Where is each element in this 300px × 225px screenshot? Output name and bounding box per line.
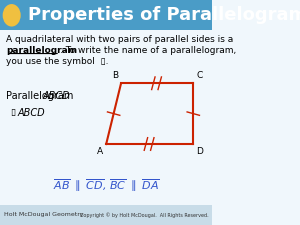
Text: ABCD: ABCD [17,108,45,117]
Text: C: C [196,71,203,80]
FancyBboxPatch shape [0,0,212,30]
Text: you use the symbol  ▯.: you use the symbol ▯. [6,57,109,66]
Text: D: D [196,147,203,156]
Text: A quadrilateral with two pairs of parallel sides is a: A quadrilateral with two pairs of parall… [6,35,234,44]
Text: . To write the name of a parallelogram,: . To write the name of a parallelogram, [60,46,236,55]
Text: parallelogram: parallelogram [6,46,77,55]
Text: A: A [97,147,103,156]
FancyBboxPatch shape [0,205,212,225]
Text: ABCD: ABCD [42,91,70,101]
Ellipse shape [3,4,21,27]
Text: B: B [112,71,118,80]
Text: Properties of Parallelograms: Properties of Parallelograms [28,6,300,24]
Text: Holt McDougal Geometry: Holt McDougal Geometry [4,212,84,217]
Text: Parallelogram: Parallelogram [6,91,77,101]
Text: $\overline{AB}$ $\parallel$ $\overline{CD}$, $\overline{BC}$ $\parallel$ $\overl: $\overline{AB}$ $\parallel$ $\overline{C… [53,177,160,194]
Text: Copyright © by Holt McDougal.  All Rights Reserved.: Copyright © by Holt McDougal. All Rights… [80,212,208,218]
Text: ▯: ▯ [10,108,15,117]
